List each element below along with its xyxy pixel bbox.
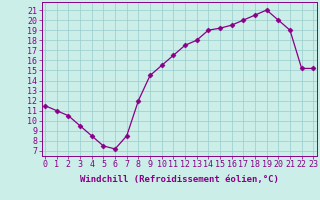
X-axis label: Windchill (Refroidissement éolien,°C): Windchill (Refroidissement éolien,°C) bbox=[80, 175, 279, 184]
